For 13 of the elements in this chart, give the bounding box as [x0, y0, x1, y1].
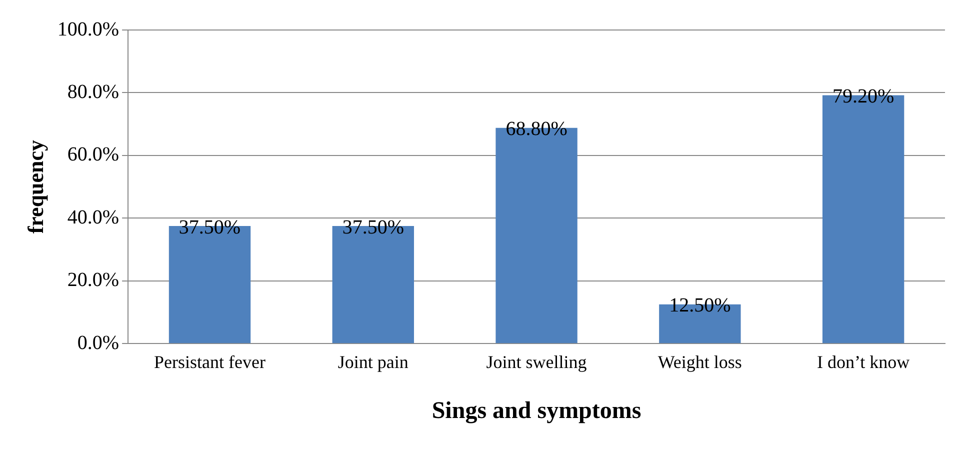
x-tick-label: Persistant fever — [154, 352, 266, 372]
x-tick-label: Joint swelling — [486, 352, 587, 372]
y-tick-label: 20.0% — [67, 269, 120, 292]
y-tick-label: 100.0% — [57, 18, 120, 40]
y-tick-label: 80.0% — [67, 80, 120, 103]
y-tick-label: 0.0% — [77, 332, 120, 354]
y-tick-label: 40.0% — [67, 206, 120, 228]
y-tick-label: 60.0% — [67, 144, 120, 166]
x-tick-label: Joint pain — [338, 352, 408, 372]
x-tick-label: I don’t know — [816, 352, 910, 372]
y-axis-title: frequency — [22, 140, 48, 234]
x-tick-label: Weight loss — [658, 352, 742, 372]
x-axis-title: Sings and symptoms — [432, 398, 642, 424]
